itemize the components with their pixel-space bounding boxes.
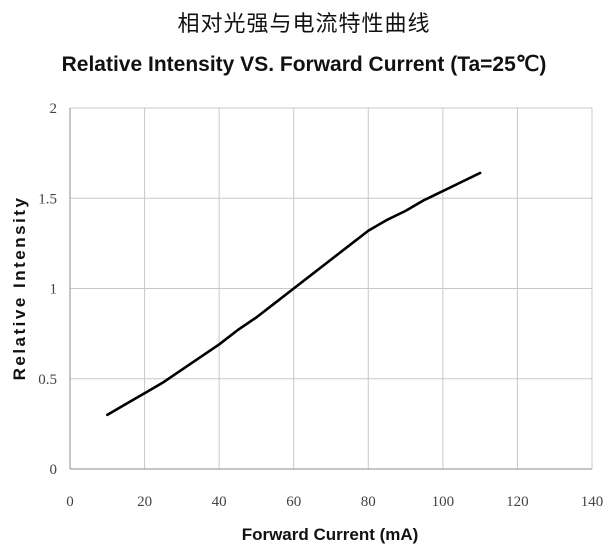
x-tick-label-20: 20 [137, 494, 152, 510]
y-tick-label-0: 0 [50, 462, 58, 478]
x-tick-label-140: 140 [581, 494, 604, 510]
tick-labels: 0 20 40 60 80 100 120 140 0 0.5 1 1.5 2 [38, 101, 603, 510]
series-line-0 [105, 171, 482, 417]
chart-title-en: Relative Intensity VS. Forward Current (… [61, 53, 547, 76]
x-tick-label-80: 80 [361, 494, 376, 510]
y-tick-label-4: 2 [50, 101, 58, 117]
x-tick-label-120: 120 [506, 494, 529, 510]
y-tick-label-3: 1.5 [38, 191, 57, 207]
x-tick-label-40: 40 [212, 494, 227, 510]
x-tick-label-0: 0 [66, 494, 74, 510]
x-tick-label-100: 100 [432, 494, 455, 510]
series [105, 171, 482, 417]
y-tick-label-2: 1 [50, 282, 58, 298]
grid [70, 107, 593, 469]
y-tick-label-1: 0.5 [38, 372, 57, 388]
axes [69, 108, 592, 470]
y-axis-label: Relative Intensity [10, 196, 29, 381]
x-axis-label: Forward Current (mA) [242, 525, 419, 544]
chart-title-cn: 相对光强与电流特性曲线 [177, 12, 431, 37]
x-tick-label-60: 60 [286, 494, 301, 510]
